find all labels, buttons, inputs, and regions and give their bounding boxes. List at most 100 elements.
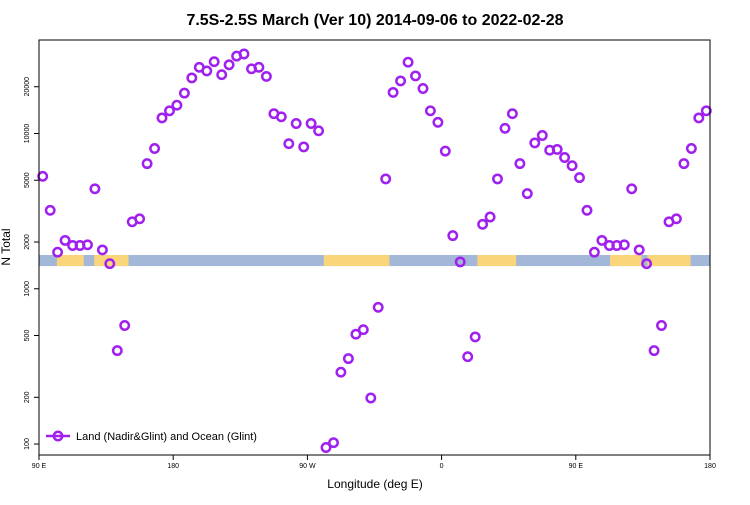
series-markers: [37, 48, 712, 453]
data-point: [439, 145, 451, 157]
data-point: [551, 143, 563, 155]
legend-marker: [52, 430, 64, 442]
band-land-segment: [647, 254, 691, 267]
data-point: [477, 218, 489, 230]
data-point: [320, 442, 332, 453]
data-point: [171, 99, 183, 111]
band-land-segment: [323, 254, 390, 267]
data-point: [492, 173, 503, 185]
data-point: [506, 108, 518, 120]
data-point: [149, 143, 161, 154]
y-tick-label: 500: [24, 330, 31, 342]
data-point: [499, 122, 511, 134]
data-point: [626, 183, 638, 195]
data-point: [238, 48, 250, 60]
data-point: [581, 204, 593, 216]
data-point: [380, 173, 392, 185]
data-point: [283, 138, 295, 150]
band-land-segment: [610, 254, 642, 267]
data-point: [365, 392, 377, 404]
data-point: [104, 258, 116, 270]
data-point: [335, 366, 347, 378]
data-point: [588, 246, 600, 258]
data-point: [298, 141, 310, 153]
data-point: [700, 105, 712, 117]
plot-frame: [38, 39, 711, 456]
band-land-segment: [477, 254, 517, 267]
data-point: [424, 105, 436, 117]
data-point: [186, 72, 198, 84]
data-point: [656, 320, 667, 331]
data-point: [432, 116, 444, 128]
data-point: [290, 118, 302, 129]
x-axis: 90 E 180 90 W 0 90 E 180: [32, 455, 716, 470]
data-point: [82, 239, 93, 251]
data-point: [328, 437, 339, 449]
data-point: [275, 111, 287, 123]
data-point: [342, 353, 354, 365]
data-point: [44, 204, 56, 216]
data-point: [395, 75, 407, 87]
data-point: [350, 328, 362, 340]
data-point: [641, 258, 653, 270]
data-point: [134, 213, 146, 225]
data-point: [260, 70, 272, 82]
data-point: [618, 239, 630, 251]
background-band: [39, 254, 710, 267]
data-point: [521, 188, 533, 200]
data-point: [59, 234, 71, 246]
data-point: [410, 70, 421, 82]
data-point: [574, 172, 585, 184]
y-tick-label: 5000: [24, 172, 31, 188]
x-tick-label: 180: [167, 463, 179, 470]
data-point: [596, 234, 608, 246]
data-point: [313, 125, 325, 137]
y-tick-label: 2000: [24, 234, 31, 250]
data-point: [357, 324, 369, 336]
data-point: [387, 86, 399, 98]
data-point: [514, 158, 526, 170]
data-point: [89, 183, 101, 195]
data-point: [633, 244, 645, 256]
x-tick-label: 90 W: [299, 463, 316, 470]
data-point: [119, 320, 131, 331]
data-point: [462, 351, 474, 363]
data-point: [141, 158, 153, 170]
data-point: [111, 345, 123, 357]
data-point: [96, 244, 108, 256]
data-point: [484, 211, 496, 223]
y-tick-label: 1000: [24, 281, 31, 297]
data-point: [164, 105, 175, 117]
data-point: [469, 331, 481, 343]
data-point: [559, 152, 571, 163]
data-point: [402, 56, 414, 68]
data-point: [52, 246, 64, 258]
y-axis: 100 200 500 1000 2000 5000 10000 20000: [24, 77, 39, 450]
data-point: [678, 158, 690, 170]
data-point: [447, 230, 459, 242]
data-point: [529, 137, 541, 149]
data-point: [372, 301, 384, 313]
y-tick-label: 100: [24, 438, 31, 450]
data-point: [201, 65, 213, 77]
data-point: [178, 87, 190, 99]
data-point: [37, 170, 49, 182]
data-point: [685, 143, 697, 154]
data-point: [156, 112, 168, 124]
y-tick-label: 200: [24, 391, 31, 403]
data-point: [670, 213, 682, 225]
x-tick-label: 90 E: [569, 463, 584, 470]
x-tick-label: 0: [440, 463, 444, 470]
data-point: [216, 69, 228, 81]
data-point: [454, 256, 466, 268]
data-point: [223, 59, 235, 71]
x-tick-label: 180: [704, 463, 716, 470]
y-tick-label: 20000: [24, 77, 31, 97]
data-point: [417, 83, 429, 94]
x-axis-title: Longitude (deg E): [327, 477, 422, 491]
legend: Land (Nadir&Glint) and Ocean (Glint): [46, 430, 257, 443]
x-tick-label: 90 E: [32, 463, 47, 470]
data-point: [208, 56, 220, 68]
